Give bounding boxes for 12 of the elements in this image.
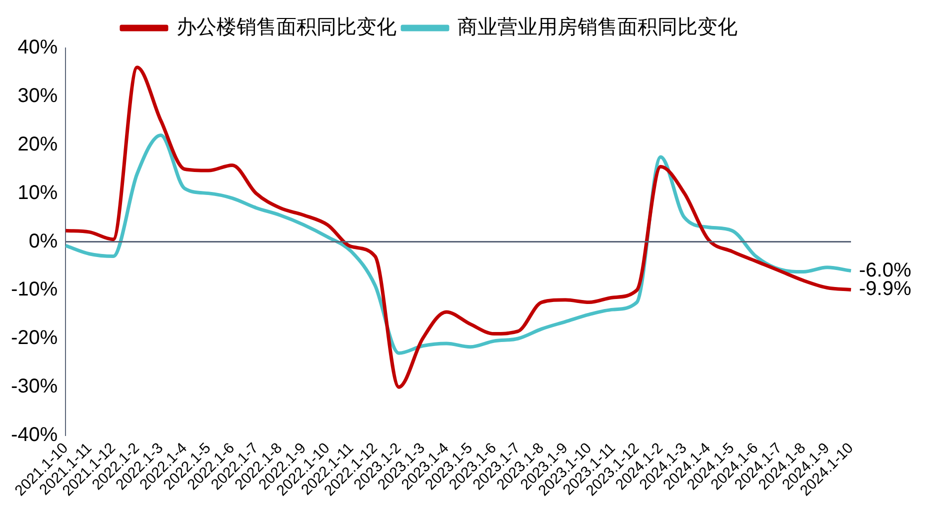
legend-label: 办公楼销售面积同比变化 [176, 16, 396, 39]
y-tick-label: -10% [10, 278, 58, 301]
line-series [64, 66, 853, 389]
y-tick-label: 20% [18, 133, 58, 156]
y-tick-label: -40% [10, 424, 58, 446]
y-tick-label: 30% [18, 84, 58, 107]
y-tick-label: -20% [10, 327, 58, 350]
y-tick-label: 0% [28, 230, 58, 252]
y-tick-label: -30% [10, 376, 58, 398]
y-tick-label: 10% [18, 182, 58, 204]
y-tick-label: 40% [18, 36, 58, 59]
legend-label: 商业营业用房销售面积同比变化 [458, 16, 738, 39]
